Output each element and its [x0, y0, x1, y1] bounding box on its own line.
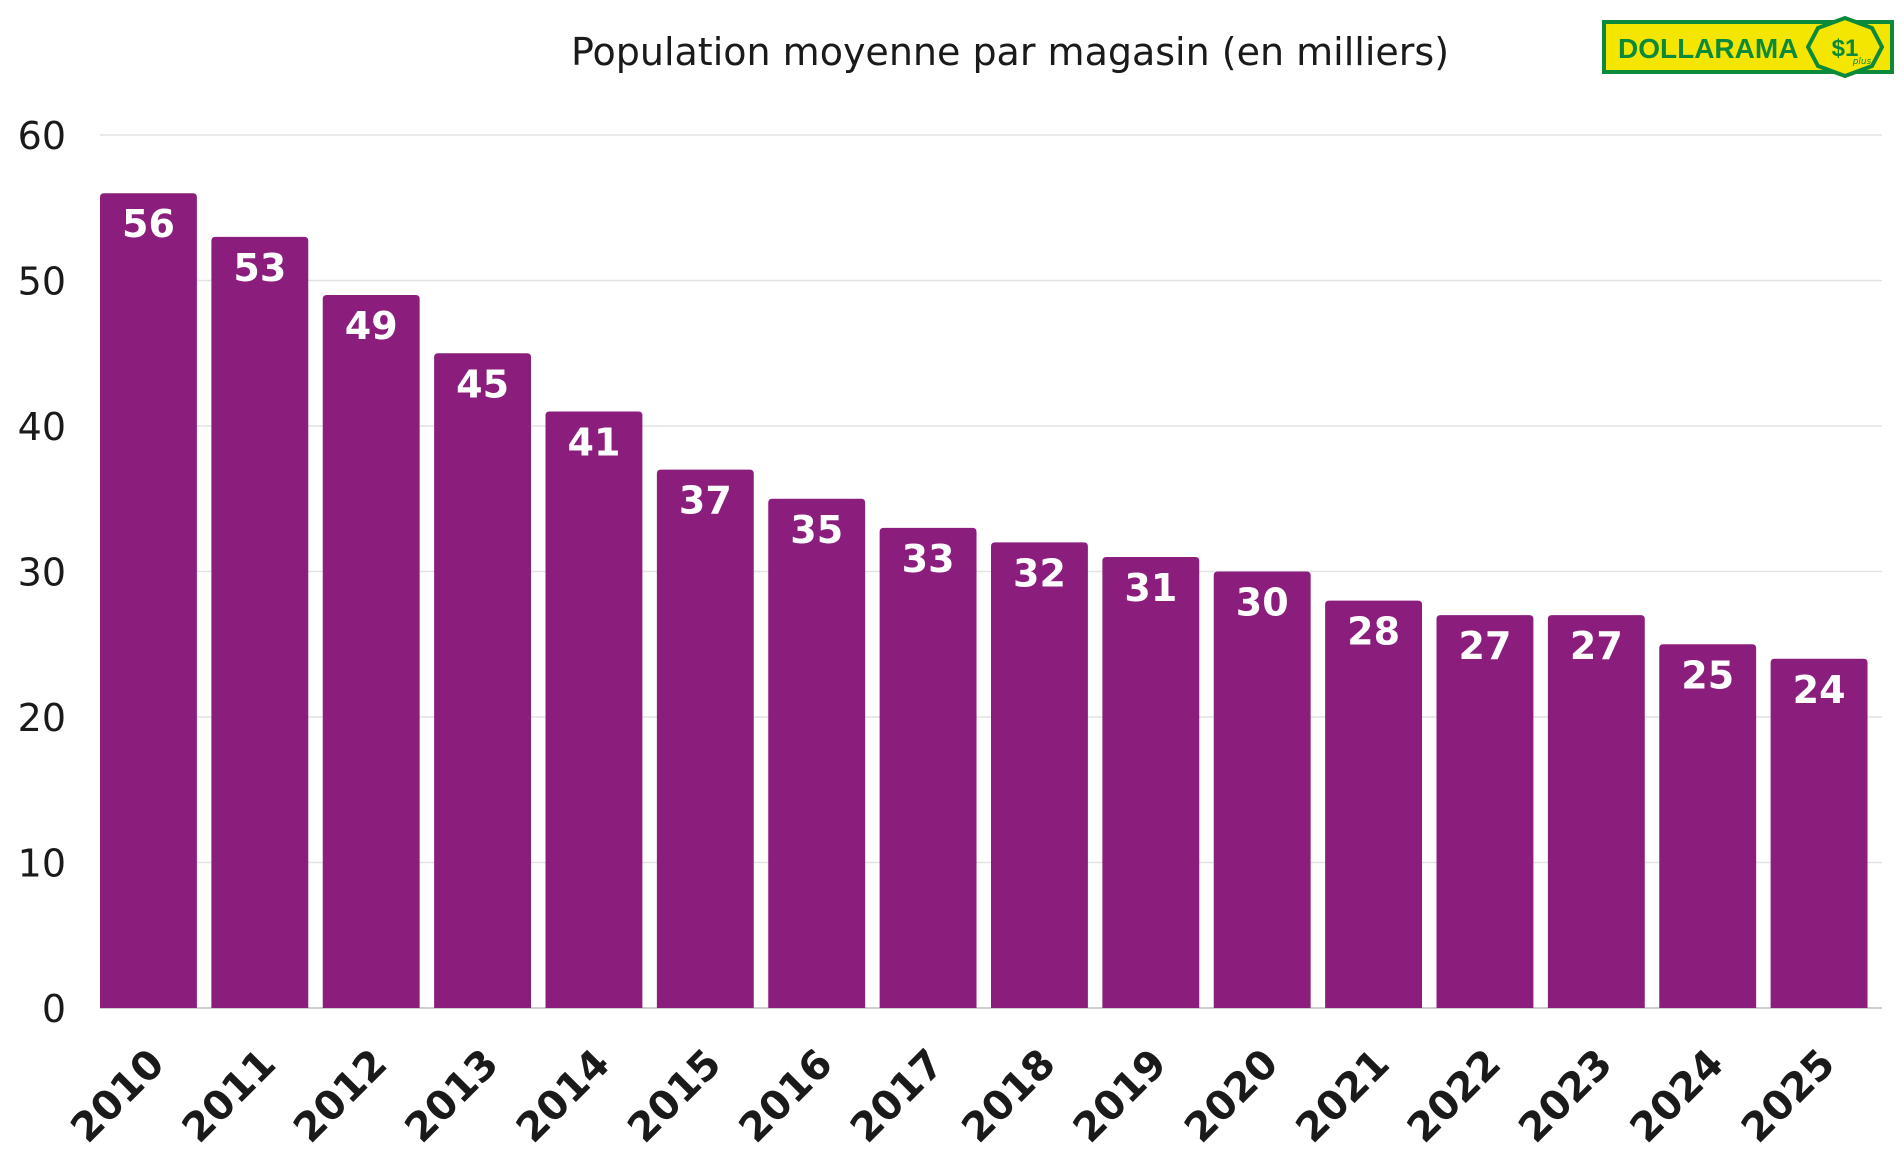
bar-2019 — [1102, 556, 1200, 1008]
data-label-2024: 25 — [1681, 653, 1734, 697]
y-tick-label: 30 — [18, 551, 66, 595]
logo-badge-text: $1 — [1832, 35, 1859, 62]
bar-2021 — [1325, 600, 1423, 1008]
data-label-2020: 30 — [1236, 581, 1289, 625]
y-tick-label: 0 — [42, 987, 66, 1031]
y-axis-ticks: 0 10 20 30 40 50 60 — [18, 114, 66, 1031]
y-tick-label: 20 — [18, 696, 66, 740]
bar-2014 — [545, 411, 643, 1008]
logo-badge — [1805, 15, 1885, 79]
y-tick-label: 50 — [18, 260, 66, 304]
dollarama-logo: DOLLARAMA $1 plus — [1602, 15, 1894, 79]
logo-text: DOLLARAMA — [1618, 33, 1798, 64]
bar-2016 — [768, 498, 866, 1008]
y-tick-label: 40 — [18, 405, 66, 449]
bar-2020 — [1213, 571, 1311, 1008]
bar-2015 — [656, 469, 754, 1008]
data-label-2015: 37 — [679, 479, 732, 523]
logo-badge-small-text: plus — [1852, 57, 1872, 67]
bar-2011 — [211, 236, 309, 1009]
data-label-2016: 35 — [790, 508, 843, 552]
chart-title: Population moyenne par magasin (en milli… — [571, 30, 1449, 74]
bar-2025 — [1770, 658, 1868, 1008]
bar-2024 — [1659, 644, 1757, 1008]
data-label-2017: 33 — [902, 537, 955, 581]
data-labels: 56 53 49 45 41 37 35 33 32 31 30 28 27 27 25 24 — [122, 202, 1846, 712]
data-label-2011: 53 — [233, 246, 286, 290]
bars — [100, 193, 1868, 1009]
data-label-2025: 24 — [1793, 668, 1846, 712]
bar-2023 — [1547, 615, 1645, 1008]
data-label-2022: 27 — [1459, 624, 1512, 668]
bar-2013 — [434, 353, 532, 1008]
data-label-2013: 45 — [456, 362, 509, 406]
y-tick-label: 10 — [18, 842, 66, 886]
data-label-2019: 31 — [1124, 566, 1177, 610]
data-label-2018: 32 — [1013, 551, 1066, 595]
data-label-2023: 27 — [1570, 624, 1623, 668]
data-label-2014: 41 — [568, 420, 621, 464]
data-label-2021: 28 — [1347, 610, 1400, 654]
y-tick-label: 60 — [18, 114, 66, 158]
bar-2012 — [322, 295, 420, 1008]
bar-2010 — [100, 193, 197, 1008]
data-label-2012: 49 — [345, 304, 398, 348]
bar-2017 — [879, 527, 977, 1008]
bar-2018 — [991, 542, 1088, 1008]
data-label-2010: 56 — [122, 202, 175, 246]
bar-2022 — [1436, 615, 1534, 1008]
